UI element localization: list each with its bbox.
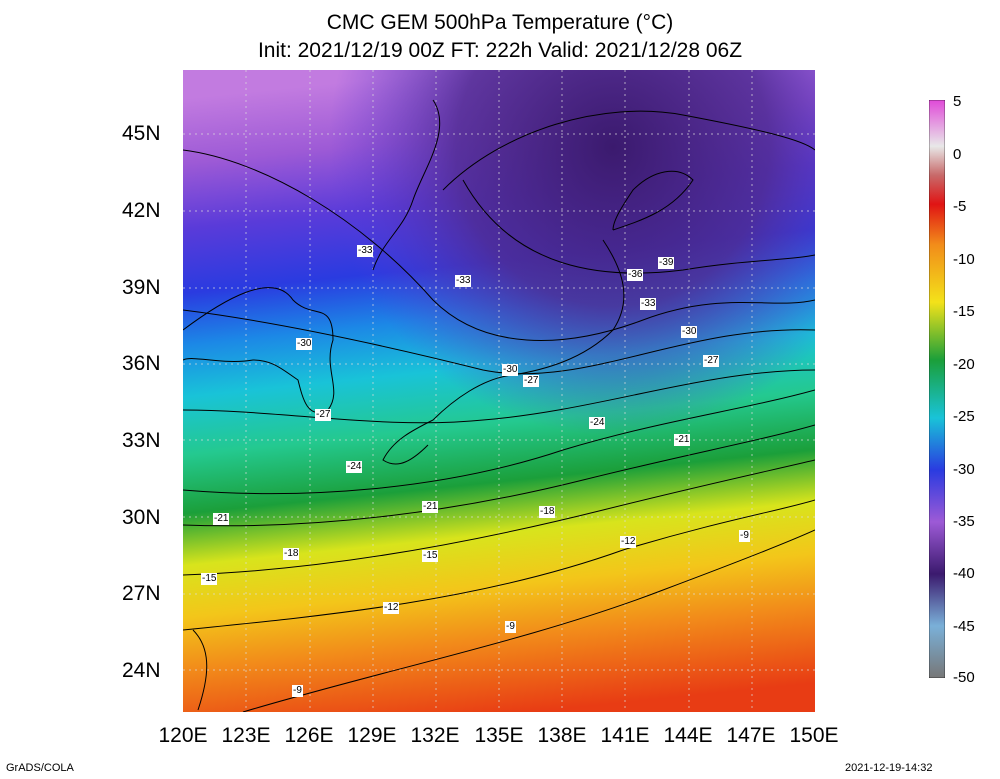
contour-label: -30 (681, 326, 698, 338)
lat-label: 39N (122, 276, 161, 299)
colorbar-label: -35 (953, 513, 975, 530)
lat-label: 42N (122, 199, 161, 222)
isotherms (183, 110, 815, 712)
colorbar-label: -20 (953, 356, 975, 373)
contour-label: -15 (422, 550, 439, 562)
colorbar-label: -30 (953, 461, 975, 478)
contour-label: -27 (523, 375, 540, 387)
colorbar-label: -10 (953, 251, 975, 268)
colorbar-label: -40 (953, 565, 975, 582)
contour-label: -39 (658, 257, 675, 269)
lon-label: 144E (663, 724, 713, 747)
temperature-map (183, 70, 815, 712)
footer-timestamp: 2021-12-19-14:32 (845, 762, 933, 774)
colorbar (929, 100, 945, 678)
contour-label: -12 (383, 602, 400, 614)
contour-label: -15 (201, 573, 218, 585)
lat-label: 45N (122, 122, 161, 145)
lon-label: 147E (726, 724, 776, 747)
lat-label: 27N (122, 582, 161, 605)
contour-label: -9 (739, 530, 750, 542)
colorbar-label: 0 (953, 146, 962, 163)
contour-label: -30 (502, 364, 519, 376)
lon-label: 132E (410, 724, 460, 747)
contour-label: -36 (627, 269, 644, 281)
footer-credit: GrADS/COLA (6, 762, 74, 774)
contour-label: -21 (674, 434, 691, 446)
lon-label: 129E (347, 724, 397, 747)
contour-label: -24 (346, 461, 363, 473)
contour-label: -33 (640, 298, 657, 310)
chart-title: CMC GEM 500hPa Temperature (°C) (326, 11, 674, 34)
lat-label: 24N (122, 659, 161, 682)
colorbar-label: -5 (953, 198, 967, 215)
contour-label: -27 (315, 409, 332, 421)
grid (183, 70, 815, 712)
contour-label: -9 (292, 685, 303, 697)
lon-label: 123E (221, 724, 271, 747)
contour-label: -18 (539, 506, 556, 518)
lon-label: 120E (158, 724, 208, 747)
contour-label: -24 (589, 417, 606, 429)
colorbar-label: -45 (953, 618, 975, 635)
lat-label: 36N (122, 352, 161, 375)
coastlines (183, 99, 694, 711)
lon-label: 135E (474, 724, 524, 747)
contour-label: -30 (296, 338, 313, 350)
colorbar-label: -25 (953, 408, 975, 425)
contour-label: -33 (455, 275, 472, 287)
contour-label: -18 (283, 548, 300, 560)
lon-label: 138E (537, 724, 587, 747)
contour-label: -33 (357, 245, 374, 257)
contour-label: -21 (422, 501, 439, 513)
colorbar-label: -50 (953, 669, 975, 686)
contour-label: -9 (505, 621, 516, 633)
colorbar-label: -15 (953, 303, 975, 320)
colorbar-label: 5 (953, 93, 962, 110)
chart-subtitle: Init: 2021/12/19 00Z FT: 222h Valid: 202… (257, 39, 743, 62)
contour-label: -21 (213, 513, 230, 525)
lat-label: 33N (122, 429, 161, 452)
contour-label: -12 (620, 536, 637, 548)
lon-label: 150E (789, 724, 839, 747)
lon-label: 141E (600, 724, 650, 747)
lon-label: 126E (284, 724, 334, 747)
contour-label: -27 (703, 355, 720, 367)
lat-label: 30N (122, 506, 161, 529)
